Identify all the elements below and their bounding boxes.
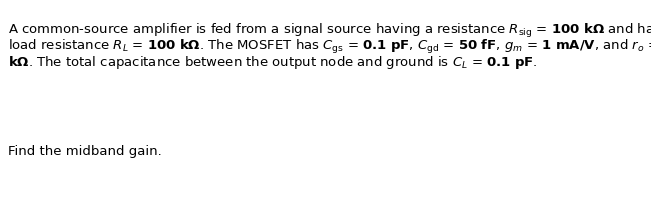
Text: Find the midband gain.: Find the midband gain.: [8, 145, 161, 158]
Text: $\mathbf{k\Omega}$. The total capacitance between the output node and ground is : $\mathbf{k\Omega}$. The total capacitanc…: [8, 54, 537, 71]
Text: load resistance $R_{L}$ = $\mathbf{100\ k\Omega}$. The MOSFET has $C_{\mathrm{gs: load resistance $R_{L}$ = $\mathbf{100\ …: [8, 38, 651, 56]
Text: A common-source amplifier is fed from a signal source having a resistance $R_{\m: A common-source amplifier is fed from a …: [8, 22, 651, 40]
